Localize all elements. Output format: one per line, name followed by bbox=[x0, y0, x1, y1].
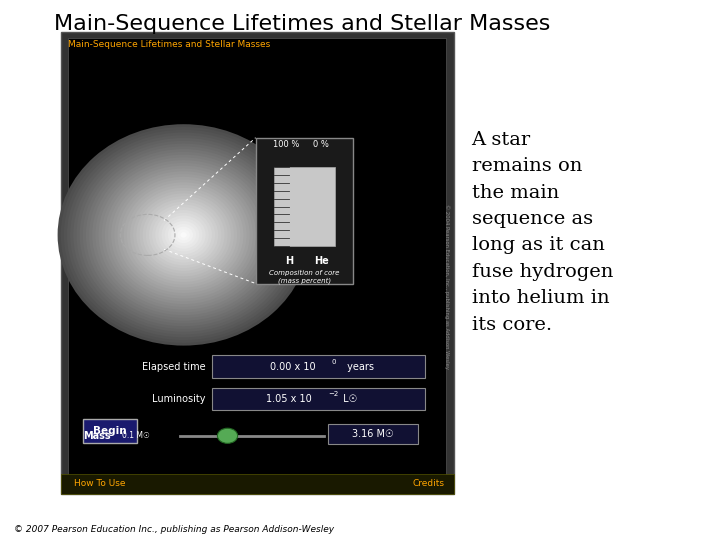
Text: 0.00 x 10: 0.00 x 10 bbox=[270, 362, 316, 372]
Text: © 2007 Pearson Education Inc., publishing as Pearson Addison-Wesley: © 2007 Pearson Education Inc., publishin… bbox=[14, 524, 335, 534]
Bar bbox=[212, 355, 425, 378]
Ellipse shape bbox=[149, 205, 218, 265]
Ellipse shape bbox=[80, 144, 287, 326]
Text: Main-Sequence Lifetimes and Stellar Masses: Main-Sequence Lifetimes and Stellar Mass… bbox=[68, 40, 271, 49]
Text: 100 %: 100 % bbox=[273, 140, 299, 149]
Text: 0 %: 0 % bbox=[313, 140, 329, 149]
Text: A star
remains on
the main
sequence as
long as it can
fuse hydrogen
into helium : A star remains on the main sequence as l… bbox=[472, 131, 613, 334]
Bar bbox=[328, 424, 418, 444]
Ellipse shape bbox=[171, 224, 196, 246]
Text: 0.1 M☉: 0.1 M☉ bbox=[122, 431, 150, 440]
Ellipse shape bbox=[136, 193, 231, 276]
Bar bbox=[274, 167, 335, 246]
Bar bbox=[61, 474, 454, 494]
Ellipse shape bbox=[121, 180, 247, 291]
Ellipse shape bbox=[133, 191, 234, 279]
Text: Begin: Begin bbox=[93, 426, 127, 436]
Ellipse shape bbox=[105, 166, 262, 304]
Text: Luminosity: Luminosity bbox=[152, 394, 205, 404]
Ellipse shape bbox=[168, 221, 199, 249]
Ellipse shape bbox=[117, 177, 250, 293]
Ellipse shape bbox=[145, 202, 222, 268]
Text: Mass: Mass bbox=[83, 431, 110, 441]
Text: years: years bbox=[344, 362, 374, 372]
Text: Main-Sequence Lifetimes and Stellar Masses: Main-Sequence Lifetimes and Stellar Mass… bbox=[54, 14, 551, 35]
Ellipse shape bbox=[143, 199, 225, 271]
Text: Elapsed time: Elapsed time bbox=[142, 362, 205, 372]
Ellipse shape bbox=[130, 188, 237, 282]
Text: How To Use: How To Use bbox=[74, 480, 126, 488]
Text: 1.05 x 10: 1.05 x 10 bbox=[266, 394, 312, 404]
Ellipse shape bbox=[156, 210, 212, 260]
Ellipse shape bbox=[92, 154, 275, 315]
Bar bbox=[83, 418, 137, 443]
Ellipse shape bbox=[58, 124, 310, 346]
Ellipse shape bbox=[64, 130, 303, 340]
Text: L☉: L☉ bbox=[340, 394, 357, 404]
Ellipse shape bbox=[73, 138, 294, 332]
Ellipse shape bbox=[83, 146, 284, 323]
Bar bbox=[212, 388, 425, 410]
Ellipse shape bbox=[181, 232, 186, 238]
Text: Composition of core
(mass percent): Composition of core (mass percent) bbox=[269, 269, 339, 285]
Ellipse shape bbox=[108, 168, 259, 301]
Bar bbox=[256, 138, 353, 284]
Ellipse shape bbox=[127, 185, 240, 285]
Ellipse shape bbox=[89, 152, 278, 318]
Text: H: H bbox=[285, 256, 293, 266]
Text: 3.16 M☉: 3.16 M☉ bbox=[352, 429, 393, 439]
Ellipse shape bbox=[124, 183, 243, 287]
Ellipse shape bbox=[70, 136, 297, 335]
Bar bbox=[68, 38, 446, 489]
Ellipse shape bbox=[152, 207, 215, 262]
Ellipse shape bbox=[60, 127, 307, 343]
Text: 0: 0 bbox=[331, 359, 336, 364]
Ellipse shape bbox=[99, 160, 269, 309]
Ellipse shape bbox=[67, 132, 300, 338]
Ellipse shape bbox=[140, 196, 228, 274]
Ellipse shape bbox=[158, 213, 209, 257]
Ellipse shape bbox=[86, 149, 282, 321]
Ellipse shape bbox=[111, 171, 256, 299]
Text: © 2004 Pearson Education, Inc., publishing as Addison Wesley: © 2004 Pearson Education, Inc., publishi… bbox=[444, 204, 449, 369]
Text: 100 M☉: 100 M☉ bbox=[330, 431, 360, 440]
Ellipse shape bbox=[177, 230, 190, 240]
Ellipse shape bbox=[161, 215, 206, 254]
Ellipse shape bbox=[76, 141, 291, 329]
Text: He: He bbox=[314, 256, 329, 266]
Bar bbox=[61, 32, 454, 494]
Ellipse shape bbox=[114, 174, 253, 296]
Ellipse shape bbox=[95, 158, 271, 312]
Ellipse shape bbox=[174, 227, 193, 243]
Circle shape bbox=[217, 428, 238, 443]
Ellipse shape bbox=[102, 163, 266, 307]
Text: −2: −2 bbox=[328, 391, 338, 397]
Text: Credits: Credits bbox=[413, 480, 445, 488]
Ellipse shape bbox=[165, 218, 202, 252]
